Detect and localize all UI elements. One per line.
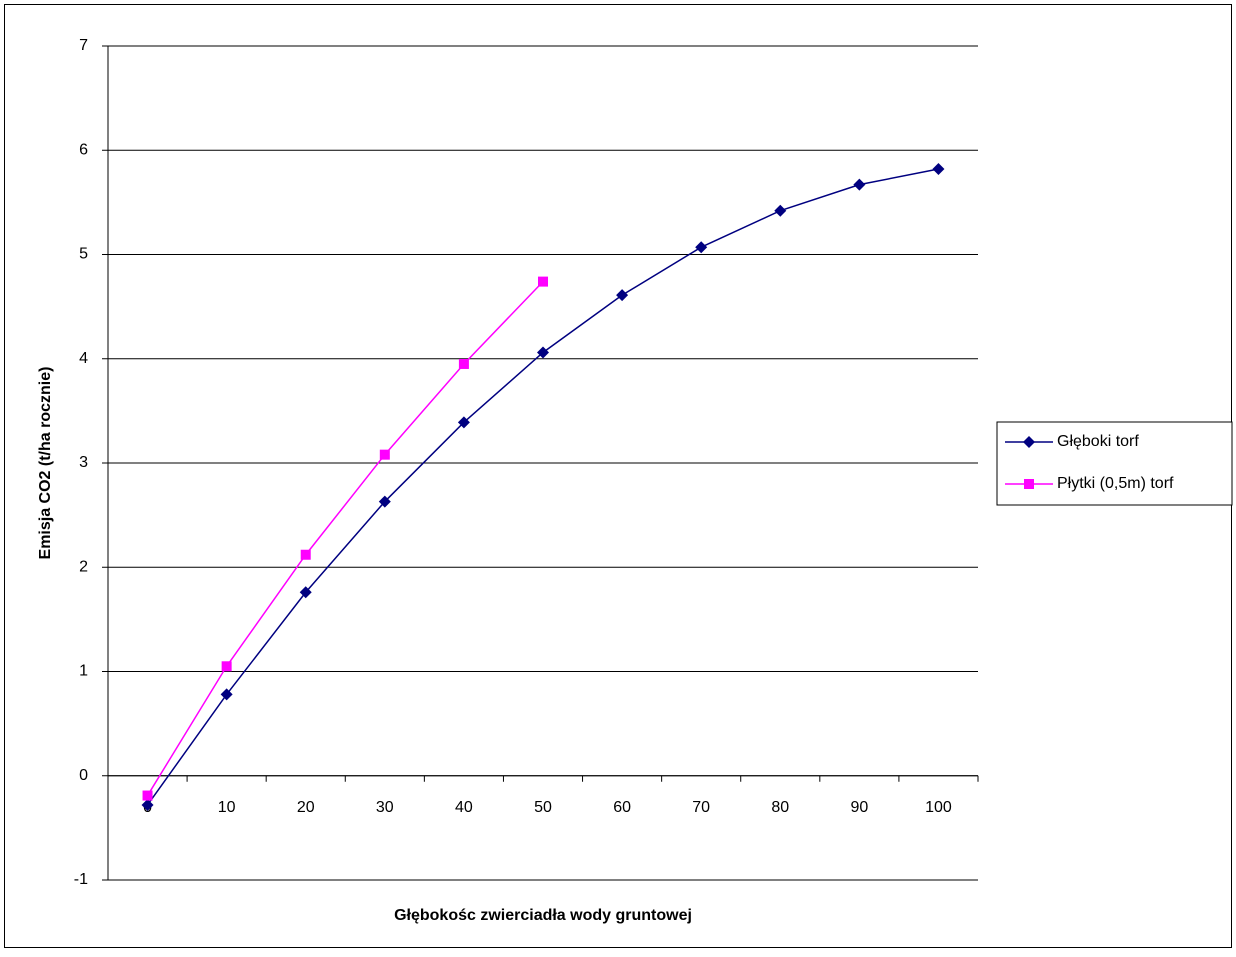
series-line <box>146 281 544 796</box>
x-tick-label: 100 <box>925 799 952 816</box>
y-tick-label: 0 <box>79 767 88 784</box>
series <box>141 163 945 811</box>
marker <box>458 358 469 369</box>
series <box>142 276 548 801</box>
marker <box>457 416 470 429</box>
marker <box>220 688 233 701</box>
x-tick-label: 10 <box>218 799 236 816</box>
marker <box>299 586 312 599</box>
marker <box>300 549 311 560</box>
x-tick-label: 50 <box>534 799 552 816</box>
y-tick-label: 2 <box>79 558 88 575</box>
marker <box>774 204 787 217</box>
x-tick-label: 70 <box>692 799 710 816</box>
y-tick-label: 6 <box>79 141 88 158</box>
y-tick-label: 1 <box>79 663 88 680</box>
x-tick-label: 20 <box>297 799 315 816</box>
x-tick-label: 30 <box>376 799 394 816</box>
marker <box>1024 479 1034 489</box>
y-tick-label: 5 <box>79 246 88 263</box>
legend-box <box>996 421 1233 506</box>
y-tick-label: 3 <box>79 454 88 471</box>
x-tick-label: 90 <box>850 799 868 816</box>
marker <box>378 495 391 508</box>
marker <box>379 449 390 460</box>
y-tick-label: 4 <box>79 350 88 367</box>
x-tick-label: 80 <box>771 799 789 816</box>
marker <box>853 178 866 191</box>
x-axis-title: Głębokośc zwierciadła wody gruntowej <box>394 907 692 924</box>
marker <box>221 661 232 672</box>
legend-label: Płytki (0,5m) torf <box>1057 475 1174 492</box>
marker <box>932 163 945 176</box>
marker <box>616 289 629 302</box>
marker <box>1023 436 1035 448</box>
marker <box>537 346 549 359</box>
legend-label: Głęboki torf <box>1057 433 1139 450</box>
y-axis-title: Emisja CO2 (t/ha rocznie) <box>37 367 54 560</box>
x-tick-label: 40 <box>455 799 473 816</box>
x-tick-label: 60 <box>613 799 631 816</box>
y-tick-label: 7 <box>79 37 88 54</box>
marker <box>538 276 548 287</box>
marker <box>141 798 154 811</box>
y-tick-label: -1 <box>74 871 88 888</box>
marker <box>695 241 708 254</box>
marker <box>142 790 153 801</box>
